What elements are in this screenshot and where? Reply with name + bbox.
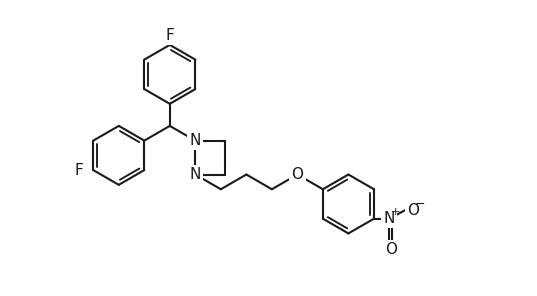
Text: O: O <box>384 242 397 257</box>
Text: N: N <box>190 167 201 182</box>
Text: +: + <box>391 207 401 217</box>
Text: O: O <box>292 167 303 182</box>
Text: −: − <box>415 197 425 210</box>
Text: F: F <box>74 163 83 178</box>
Text: O: O <box>408 203 419 218</box>
Text: N: N <box>190 133 201 148</box>
Text: F: F <box>165 28 174 43</box>
Text: N: N <box>383 211 395 226</box>
